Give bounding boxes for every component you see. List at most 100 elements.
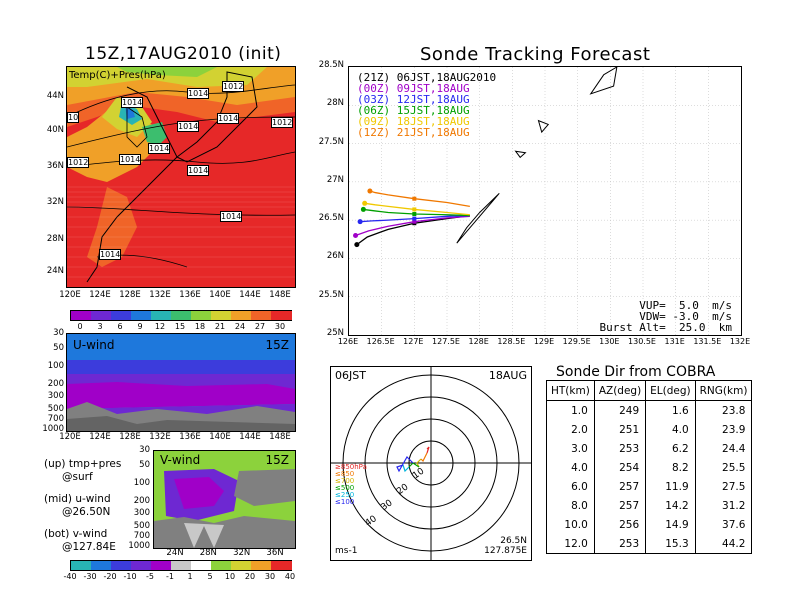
hodo-date: 18AUG xyxy=(488,369,527,382)
table-cell: 251 xyxy=(593,420,647,439)
table-cell: 1.6 xyxy=(645,400,696,420)
v-wind-panel: V-wind 15Z xyxy=(153,450,296,549)
table-cell: 3.0 xyxy=(546,439,595,458)
surface-map-panel: Temp(C)+Pres(hPa) 1012 1014 1014 1014 10… xyxy=(66,66,296,288)
tracking-x-tick: 127E xyxy=(403,337,424,346)
table-cell: 14.9 xyxy=(645,515,696,534)
tracking-y-tick: 25N xyxy=(326,328,344,338)
colorbar-label: 20 xyxy=(244,572,256,581)
surface-map-label: Temp(C)+Pres(hPa) xyxy=(69,70,166,81)
tracking-y-tick: 28.5N xyxy=(318,60,344,70)
isobar-label: 1014 xyxy=(148,143,171,154)
table-cell: 23.9 xyxy=(694,420,753,439)
track-line xyxy=(363,208,470,217)
sonde-table-wrap: HT(km) AZ(deg) EL(deg) RNG(km) 1.0 249 1.6 23.… xyxy=(546,380,753,554)
colorbar-label: 1 xyxy=(187,572,193,581)
table-cell: 14.2 xyxy=(645,496,696,515)
colorbar-swatch xyxy=(131,311,152,320)
legend-entry: (12Z) 21JST,18AUG xyxy=(357,126,470,139)
surface-map-x-tick: 148E xyxy=(269,290,291,300)
legend-entry: (21Z) 06JST,18AUG2010 xyxy=(357,71,497,84)
colorbar-label: 9 xyxy=(137,322,143,331)
tracking-x-tick: 128E xyxy=(468,337,489,346)
colorbar-label: -10 xyxy=(123,572,137,581)
v-wind-x-tick: 36N xyxy=(266,548,284,558)
v-wind-colorbar-labels: -40 -30 -20 -10 -5 -1 1 5 10 20 30 40 xyxy=(63,572,295,582)
notes: (up) tmp+pres @surf (mid) u-wind @26.50N… xyxy=(44,458,121,554)
track-end-point xyxy=(353,232,359,238)
hodo-trace xyxy=(396,456,414,473)
table-cell: 31.2 xyxy=(694,496,753,515)
table-cell: 6.0 xyxy=(546,477,595,496)
v-wind-label: V-wind xyxy=(160,453,201,467)
table-cell: 249 xyxy=(593,400,647,420)
colorbar-swatch xyxy=(271,311,292,320)
track-line xyxy=(369,190,470,208)
surface-map-y-tick: 32N xyxy=(46,197,64,207)
colorbar-swatch xyxy=(191,311,212,320)
colorbar-label: 5 xyxy=(207,572,213,581)
u-wind-panel: U-wind 15Z xyxy=(66,333,296,432)
table-header: EL(deg) xyxy=(645,380,696,401)
table-cell: 27.5 xyxy=(694,477,753,496)
colorbar-swatch xyxy=(111,561,132,570)
table-cell: 10.0 xyxy=(546,515,595,534)
u-wind-x-tick: 120E xyxy=(59,432,81,442)
hodo-level: ≥850hPa xyxy=(335,463,367,471)
surface-map-x-tick: 140E xyxy=(209,290,231,300)
legend-entry: (06Z) 15JST,18AUG xyxy=(357,104,470,117)
isobar-label: 1014 xyxy=(99,249,122,260)
track-marker xyxy=(412,216,417,221)
tracking-x-tick: 132E xyxy=(729,337,751,346)
note-up2: @surf xyxy=(62,471,93,483)
isobar-label: 1014 xyxy=(119,154,142,165)
track-line xyxy=(360,214,470,223)
colorbar-swatch xyxy=(211,561,232,570)
u-wind-y-tick: 30 xyxy=(53,328,64,338)
island-outline xyxy=(589,67,618,95)
table-row: 1.0 249 1.6 23.8 xyxy=(546,400,753,420)
island-outline xyxy=(456,192,500,244)
colorbar-swatch xyxy=(171,561,192,570)
surface-map-y-tick: 24N xyxy=(46,266,64,276)
u-wind-time: 15Z xyxy=(265,338,290,352)
tracking-panel xyxy=(348,66,742,336)
hodo-trace xyxy=(416,458,422,468)
table-header: RNG(km) xyxy=(694,380,753,401)
table-cell: 11.9 xyxy=(645,477,696,496)
colorbar-swatch xyxy=(151,561,172,570)
tracking-x-tick: 130.5E xyxy=(628,337,656,346)
track-end-point xyxy=(367,188,373,194)
surface-map-title: 15Z,17AUG2010 (init) xyxy=(85,44,282,64)
note-bot: (bot) v-wind xyxy=(44,528,108,540)
colorbar-label: 0 xyxy=(77,322,83,331)
table-cell: 25.5 xyxy=(694,458,753,477)
tracking-y-tick: 27.5N xyxy=(318,136,344,147)
tracking-x-tick: 131.5E xyxy=(693,337,722,346)
tracking-params: VUP= 5.0 m/s VDW= -3.0 m/s Burst Alt= 25.0… xyxy=(600,300,732,333)
isobar-label: 1014 xyxy=(121,97,144,108)
tracking-x-tick: 126.5E xyxy=(366,337,395,346)
table-cell: 4.0 xyxy=(645,420,696,439)
u-wind-x-tick: 124E xyxy=(89,432,111,442)
hodo-ring-label: 40 xyxy=(364,514,379,529)
isobar-label: 1012 xyxy=(222,81,245,92)
u-wind-x-tick: 132E xyxy=(149,432,171,442)
v-wind-y-tick: 700 xyxy=(133,531,150,541)
surface-map-x-tick: 132E xyxy=(149,290,171,300)
hodo-ring-label: 10 xyxy=(411,466,426,481)
isobar-label: 10 xyxy=(67,112,80,123)
table-row: 10.0 256 14.9 37.6 xyxy=(546,515,753,534)
colorbar-swatch xyxy=(131,561,152,570)
u-wind-y-tick: 500 xyxy=(47,404,64,414)
surface-map-y-tick: 28N xyxy=(46,234,64,244)
surface-map-x-tick: 128E xyxy=(119,290,141,300)
colorbar-label: -30 xyxy=(83,572,97,581)
tracking-legend: (21Z) 06JST,18AUG2010 (00Z) 09JST,18AUG (0… xyxy=(357,72,496,138)
hodo-level: ≤700 xyxy=(335,477,355,485)
table-cell: 2.0 xyxy=(546,420,595,439)
v-wind-y-tick: 30 xyxy=(139,445,150,455)
hodo-time: 06JST xyxy=(335,369,366,382)
table-cell: 257 xyxy=(593,477,647,496)
track-marker xyxy=(412,207,417,212)
